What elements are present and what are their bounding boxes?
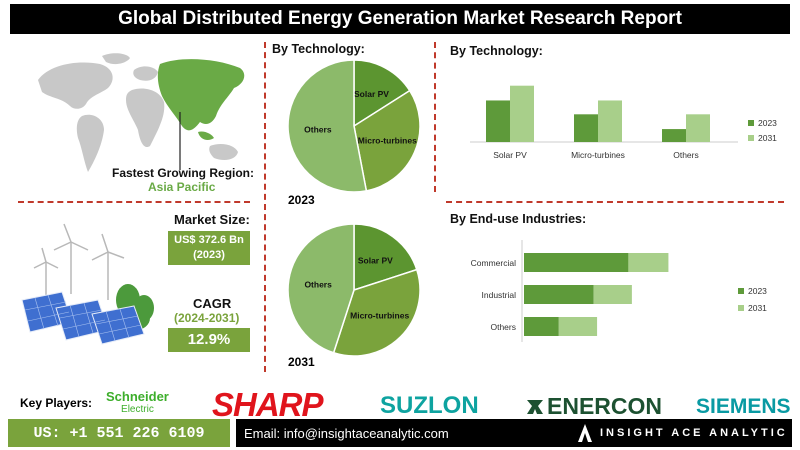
pie-slice-others bbox=[287, 59, 368, 193]
market-size-label: Market Size: bbox=[174, 212, 250, 227]
pie-slice-micro-turbines bbox=[332, 268, 421, 357]
tech-legend-swatch-2023 bbox=[748, 120, 754, 126]
insight-ace-logo-icon bbox=[578, 424, 592, 442]
end-use-title: By End-use Industries: bbox=[450, 212, 587, 226]
end-use-bar-commercial-2023 bbox=[524, 253, 629, 272]
tech-bar-solar-pv-2023 bbox=[486, 100, 510, 142]
suzlon-logo: SUZLON bbox=[380, 392, 479, 419]
key-players-label: Key Players: bbox=[20, 396, 93, 410]
pie-slice-micro-turbines bbox=[353, 89, 421, 192]
solar-wind-illustration bbox=[21, 223, 154, 345]
enercon-logo: ENERCON bbox=[526, 393, 662, 420]
pie-label-solar-pv: Solar PV bbox=[358, 256, 393, 266]
market-size-value: US$ 372.6 Bn bbox=[174, 234, 244, 246]
map-gray-regions bbox=[38, 53, 238, 172]
pie-label-others: Others bbox=[304, 279, 332, 289]
map-asia-pacific-highlight bbox=[157, 59, 245, 131]
end-use-legend-swatch-2031 bbox=[738, 305, 744, 311]
market-size-box: US$ 372.6 Bn (2023) bbox=[168, 231, 250, 265]
divider-horizontal-right bbox=[446, 201, 784, 203]
divider-horizontal-left bbox=[18, 201, 250, 203]
schneider-logo-sub: Electric bbox=[121, 404, 154, 415]
end-use-bar-industrial-2023 bbox=[524, 285, 594, 304]
end-use-category-label: Industrial bbox=[482, 290, 517, 300]
tech-bar-category-label: Solar PV bbox=[493, 150, 527, 160]
end-use-bar-others-2023 bbox=[524, 317, 559, 336]
schneider-logo-text: Schneider bbox=[106, 389, 169, 404]
footer-brand: INSIGHT ACE ANALYTIC bbox=[600, 427, 788, 439]
end-use-bar-chart: Commercial Industrial Others 2023 2031 bbox=[471, 240, 767, 342]
tech-bar-micro-turbines-2031 bbox=[598, 100, 622, 142]
page-title: Global Distributed Energy Generation Mar… bbox=[10, 4, 790, 34]
world-map-icon bbox=[38, 53, 245, 172]
tech-bar-category-label: Others bbox=[673, 150, 699, 160]
end-use-bar-commercial-2031 bbox=[628, 253, 669, 272]
pie-slice-others bbox=[287, 223, 355, 354]
schneider-logo: Schneider Electric bbox=[106, 390, 169, 416]
tech-bar-chart: Solar PV Micro-turbines Others 2023 2031 bbox=[470, 85, 777, 160]
tech-bar-micro-turbines-2023 bbox=[574, 114, 598, 142]
sharp-logo: SHARP bbox=[212, 386, 324, 423]
end-use-category-label: Others bbox=[490, 322, 516, 332]
cagr-value-box: 12.9% bbox=[168, 328, 250, 352]
pie-label-solar-pv: Solar PV bbox=[354, 89, 389, 99]
tech-bar-solar-pv-2031 bbox=[510, 85, 534, 142]
pie-chart-2023: Solar PV Micro-turbines Others bbox=[287, 59, 421, 193]
end-use-legend-label: 2023 bbox=[748, 286, 767, 296]
enercon-logo-text: ENERCON bbox=[547, 393, 663, 419]
siemens-logo: SIEMENS bbox=[696, 395, 791, 418]
divider-vertical-left bbox=[264, 42, 266, 372]
pie-year-2023: 2023 bbox=[288, 193, 315, 207]
pie-chart-2031: Solar PV Micro-turbines Others bbox=[287, 223, 421, 357]
pie-label-others: Others bbox=[304, 124, 332, 134]
pie-slice-solar-pv bbox=[353, 223, 418, 292]
market-size-year: (2023) bbox=[193, 249, 225, 261]
pie-year-2031: 2031 bbox=[288, 355, 315, 369]
footer-email-bar: Email: info@insightaceanalytic.com INSIG… bbox=[236, 419, 792, 447]
end-use-category-label: Commercial bbox=[471, 258, 516, 268]
cagr-period: (2024-2031) bbox=[174, 311, 240, 325]
end-use-bar-others-2031 bbox=[558, 317, 598, 336]
pie-label-micro-turbines: Micro-turbines bbox=[358, 135, 417, 145]
region-value: Asia Pacific bbox=[148, 180, 216, 194]
tech-bar-others-2031 bbox=[686, 114, 710, 142]
tech-bar-category-label: Micro-turbines bbox=[571, 150, 625, 160]
end-use-legend-label: 2031 bbox=[748, 303, 767, 313]
map-asia-islands bbox=[198, 131, 214, 140]
enercon-mark-icon bbox=[527, 399, 543, 414]
tech-legend-label: 2023 bbox=[758, 118, 777, 128]
pie-slice-solar-pv bbox=[353, 59, 411, 128]
pie-section-title: By Technology: bbox=[272, 42, 365, 56]
end-use-bar-industrial-2031 bbox=[593, 285, 632, 304]
cagr-label: CAGR bbox=[193, 296, 232, 311]
tech-legend-label: 2031 bbox=[758, 133, 777, 143]
solar-panel-icon bbox=[21, 291, 145, 345]
tech-bar-title: By Technology: bbox=[450, 44, 543, 58]
pie-label-micro-turbines: Micro-turbines bbox=[350, 311, 409, 321]
tech-bar-others-2023 bbox=[662, 129, 686, 142]
end-use-legend-swatch-2023 bbox=[738, 288, 744, 294]
footer-email: Email: info@insightaceanalytic.com bbox=[244, 425, 449, 441]
wind-turbine-icon bbox=[33, 223, 125, 300]
divider-vertical-right bbox=[434, 42, 436, 192]
footer-phone: US: +1 551 226 6109 bbox=[8, 419, 230, 447]
region-label: Fastest Growing Region: bbox=[112, 166, 255, 180]
tech-legend-swatch-2031 bbox=[748, 135, 754, 141]
